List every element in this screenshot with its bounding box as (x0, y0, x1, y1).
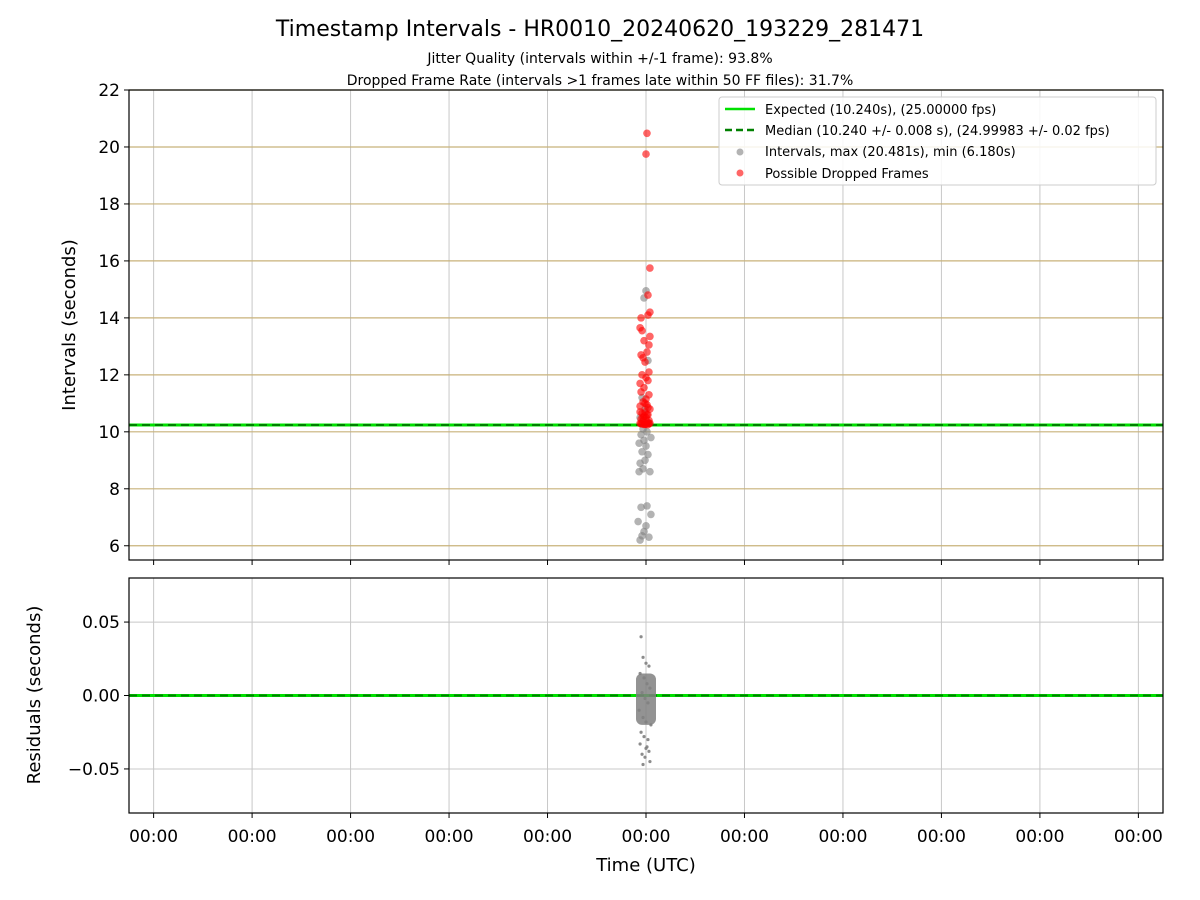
x-tick-label: 00:00 (1015, 827, 1064, 847)
dropped-frame-point (645, 341, 653, 349)
dropped-frame-point (638, 326, 646, 335)
residual-point (646, 737, 650, 742)
dropped-frame-point (641, 358, 649, 366)
legend-intervals-label: Intervals, max (20.481s), min (6.180s) (765, 145, 1016, 160)
residuals-ticks: 00:00 00:00 00:00 00:00 00:00 00:00 00:00 00:00… (68, 613, 1163, 847)
dropped-frame-point (641, 399, 649, 408)
residual-point (638, 742, 642, 746)
intervals-y-axis-label: Intervals (seconds) (59, 239, 80, 411)
residual-point (647, 749, 651, 753)
residuals-y-tick-label: −0.05 (68, 760, 120, 780)
dropped-frame-point (644, 311, 652, 319)
legend-expected-label: Expected (10.240s), (25.00000 fps) (765, 103, 996, 118)
interval-point (644, 450, 652, 459)
residual-point (639, 635, 643, 639)
interval-point (634, 517, 642, 526)
x-tick-label: 00:00 (228, 827, 277, 847)
legend-dropped-swatch (736, 169, 744, 177)
dropped-frame-point (644, 291, 652, 299)
intervals-y-tick-label: 20 (98, 138, 120, 158)
interval-point (647, 510, 655, 519)
residual-point (641, 762, 645, 767)
residual-cluster (636, 673, 656, 725)
interval-point (640, 436, 648, 445)
x-tick-label: 00:00 (129, 827, 178, 847)
interval-point (637, 503, 645, 512)
residuals-panel: 00:00 00:00 00:00 00:00 00:00 00:00 00:00 00:00… (24, 577, 1164, 876)
chart-subtitle-dropped: Dropped Frame Rate (intervals >1 frames … (347, 73, 854, 89)
dropped-frame-point (645, 419, 653, 428)
x-tick-label: 00:00 (818, 827, 867, 847)
intervals-y-tick-label: 16 (98, 252, 120, 272)
dropped-frame-point (637, 388, 645, 396)
x-tick-label: 00:00 (523, 827, 572, 847)
legend-box (718, 96, 1157, 186)
legend: Expected (10.240s), (25.00000 fps) Media… (718, 96, 1157, 186)
residuals-y-tick-label: 0.00 (82, 687, 120, 707)
dropped-frame-point (640, 336, 648, 345)
interval-point (638, 447, 646, 456)
residuals-y-tick-label: 0.05 (82, 613, 120, 633)
dropped-frame-point (643, 129, 651, 138)
x-tick-label: 00:00 (917, 827, 966, 847)
dropped-frame-point (637, 314, 645, 322)
chart-subtitle-jitter: Jitter Quality (intervals within +/-1 fr… (426, 51, 772, 67)
dropped-frame-point (643, 348, 651, 356)
x-tick-label: 00:00 (720, 827, 769, 847)
interval-point (645, 533, 653, 542)
residual-point (640, 752, 644, 756)
residual-point (642, 735, 646, 739)
interval-point (647, 433, 655, 442)
x-tick-label: 00:00 (622, 827, 671, 847)
interval-point (646, 467, 654, 476)
dropped-frame-point (643, 410, 651, 419)
intervals-y-tick-label: 22 (98, 81, 120, 101)
dropped-frame-point (637, 420, 645, 428)
interval-point (639, 465, 647, 473)
dropped-frame-point (636, 408, 644, 416)
intervals-panel: 6 8 10 12 14 16 18 20 22 Intervals (seconds) Exp… (59, 81, 1164, 565)
legend-dropped-label: Possible Dropped Frames (765, 167, 929, 182)
interval-point (641, 456, 649, 465)
residual-point (648, 759, 652, 764)
intervals-y-tick-label: 6 (109, 537, 120, 557)
intervals-y-tick-label: 18 (98, 195, 120, 215)
residual-point (641, 655, 645, 659)
intervals-y-tick-label: 12 (98, 366, 120, 386)
intervals-y-tick-label: 10 (98, 423, 120, 443)
dropped-frame-point (642, 150, 650, 158)
dropped-frame-point (645, 368, 653, 376)
x-tick-label: 00:00 (1114, 827, 1163, 847)
residual-point (647, 664, 651, 668)
residual-point (639, 730, 643, 734)
residual-point (644, 661, 648, 665)
intervals-points (634, 129, 655, 544)
chart-title: Timestamp Intervals - HR0010_20240620_19… (275, 17, 924, 42)
dropped-frame-point (646, 332, 654, 341)
x-tick-label: 00:00 (326, 827, 375, 847)
residuals-y-axis-label: Residuals (seconds) (24, 606, 45, 785)
residuals-points (636, 635, 656, 767)
legend-median-label: Median (10.240 +/- 0.008 s), (24.99983 +… (765, 124, 1110, 139)
residual-point (645, 745, 649, 749)
dropped-frame-point (646, 264, 654, 272)
intervals-ticks: 6 8 10 12 14 16 18 20 22 (98, 81, 1139, 565)
x-tick-label: 00:00 (425, 827, 474, 847)
intervals-y-tick-label: 8 (109, 480, 120, 500)
legend-intervals-swatch (736, 148, 744, 156)
residual-point (643, 755, 647, 759)
dropped-frame-point (644, 376, 652, 385)
x-axis-label: Time (UTC) (595, 855, 696, 876)
interval-point (643, 502, 651, 510)
intervals-y-tick-label: 14 (98, 309, 120, 329)
interval-point (642, 522, 650, 530)
